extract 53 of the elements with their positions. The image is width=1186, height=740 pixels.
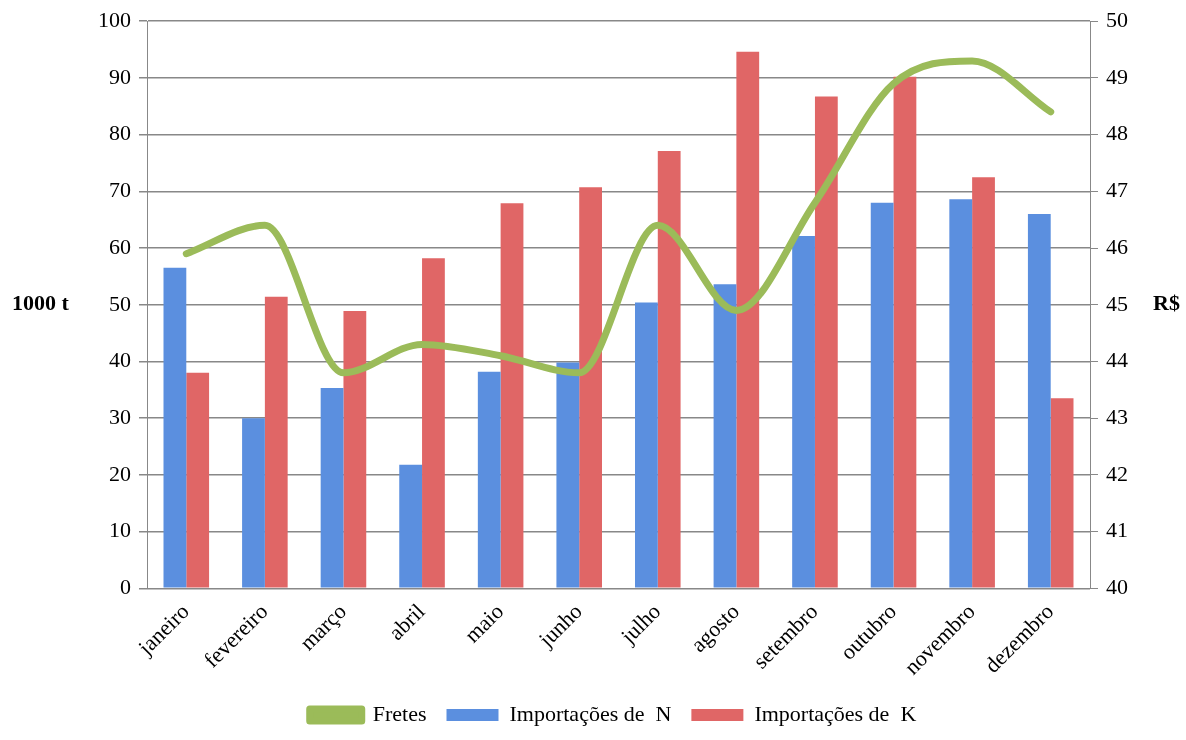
x-tick-label: maio	[459, 598, 509, 648]
legend-label: Importações de K	[754, 700, 917, 726]
bar	[264, 296, 288, 588]
bar	[870, 202, 894, 588]
x-tick-label: abril	[383, 598, 430, 645]
y-tick-label: 80	[109, 120, 131, 146]
bar	[242, 418, 265, 588]
y-tick-label: 10	[109, 517, 131, 543]
bar	[579, 187, 602, 588]
y-tick-label: 20	[109, 460, 131, 486]
bar	[1050, 398, 1074, 588]
y-tick-label: 50	[109, 290, 131, 316]
bar	[792, 236, 815, 588]
y-tick-label: 90	[109, 63, 131, 89]
y2-tick-label: 47	[1106, 177, 1128, 203]
legend-label: Fretes	[372, 700, 427, 726]
y2-tick-label: 50	[1106, 6, 1128, 32]
bar	[713, 284, 737, 588]
y2-tick-label: 43	[1106, 403, 1128, 429]
y2-tick-label: 46	[1106, 233, 1128, 259]
y2-tick-label: 48	[1106, 120, 1128, 146]
y2-tick-label: 42	[1106, 460, 1128, 486]
bar	[814, 96, 838, 588]
bar	[343, 310, 367, 588]
y-tick-label: 70	[109, 177, 131, 203]
y-tick-label: 60	[109, 233, 131, 259]
bar	[500, 203, 524, 588]
bar	[635, 302, 658, 588]
y2-axis-title: R$	[1153, 290, 1180, 316]
bar	[320, 388, 344, 588]
y-axis-title: 1000 t	[12, 290, 70, 316]
bar	[893, 76, 917, 588]
y2-tick-label: 45	[1106, 290, 1128, 316]
bar	[736, 51, 760, 588]
bar	[186, 372, 210, 588]
y2-tick-label: 41	[1106, 517, 1128, 543]
bar	[477, 371, 501, 588]
bar	[1027, 214, 1051, 588]
y-tick-label: 40	[109, 347, 131, 373]
bar	[399, 464, 423, 588]
y2-tick-label: 40	[1106, 574, 1128, 600]
bar	[163, 267, 187, 588]
legend-label: Importações de N	[509, 700, 672, 726]
y2-tick-label: 44	[1106, 347, 1128, 373]
y-tick-label: 0	[120, 574, 131, 600]
y-tick-label: 100	[98, 6, 131, 32]
y2-tick-label: 49	[1106, 63, 1128, 89]
bar	[422, 258, 445, 588]
bar	[972, 177, 995, 588]
bar	[657, 151, 681, 588]
bar	[556, 362, 580, 588]
bar	[949, 199, 973, 588]
y-tick-label: 30	[109, 403, 131, 429]
